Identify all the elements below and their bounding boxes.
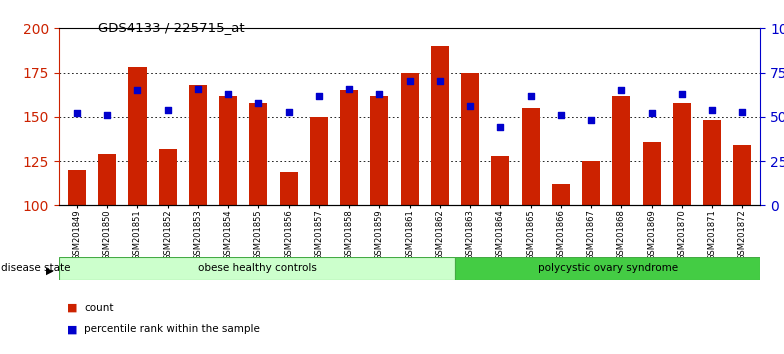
Bar — [68, 170, 86, 205]
Bar — [370, 96, 388, 205]
Text: obese healthy controls: obese healthy controls — [198, 263, 317, 273]
Text: ■: ■ — [67, 324, 77, 334]
Point — [101, 112, 114, 118]
Point — [554, 112, 567, 118]
Point — [191, 86, 204, 91]
Bar — [431, 46, 449, 205]
Point — [676, 91, 688, 97]
Bar — [552, 184, 570, 205]
Bar — [158, 149, 176, 205]
Point — [494, 125, 506, 130]
Point — [71, 110, 83, 116]
Point — [434, 79, 446, 84]
Point — [252, 100, 265, 105]
Point — [645, 110, 658, 116]
Point — [131, 87, 143, 93]
Point — [585, 118, 597, 123]
Text: ▶: ▶ — [45, 266, 53, 276]
Bar — [249, 103, 267, 205]
Bar — [280, 172, 298, 205]
Bar — [456, 257, 760, 280]
Bar — [643, 142, 661, 205]
Bar — [340, 90, 358, 205]
Point — [706, 107, 718, 113]
Bar — [129, 67, 147, 205]
Bar — [310, 117, 328, 205]
Bar — [219, 96, 238, 205]
Point — [373, 91, 386, 97]
Text: GDS4133 / 225715_at: GDS4133 / 225715_at — [98, 21, 245, 34]
Bar — [461, 73, 479, 205]
Bar — [582, 161, 601, 205]
Bar — [612, 96, 630, 205]
Bar — [703, 120, 721, 205]
Bar — [189, 85, 207, 205]
Text: polycystic ovary syndrome: polycystic ovary syndrome — [538, 263, 678, 273]
Bar — [521, 108, 539, 205]
Bar — [673, 103, 691, 205]
Point — [736, 109, 749, 114]
Bar — [733, 145, 751, 205]
Text: disease state: disease state — [1, 263, 71, 273]
Text: ■: ■ — [67, 303, 77, 313]
Point — [524, 93, 537, 98]
Text: count: count — [84, 303, 114, 313]
Point — [313, 93, 325, 98]
Bar — [492, 156, 510, 205]
Point — [343, 86, 355, 91]
Bar — [59, 257, 456, 280]
Point — [615, 87, 628, 93]
Point — [403, 79, 416, 84]
Point — [222, 91, 234, 97]
Bar — [98, 154, 116, 205]
Point — [162, 107, 174, 113]
Text: percentile rank within the sample: percentile rank within the sample — [84, 324, 260, 334]
Point — [282, 109, 295, 114]
Point — [464, 103, 477, 109]
Bar — [401, 73, 419, 205]
